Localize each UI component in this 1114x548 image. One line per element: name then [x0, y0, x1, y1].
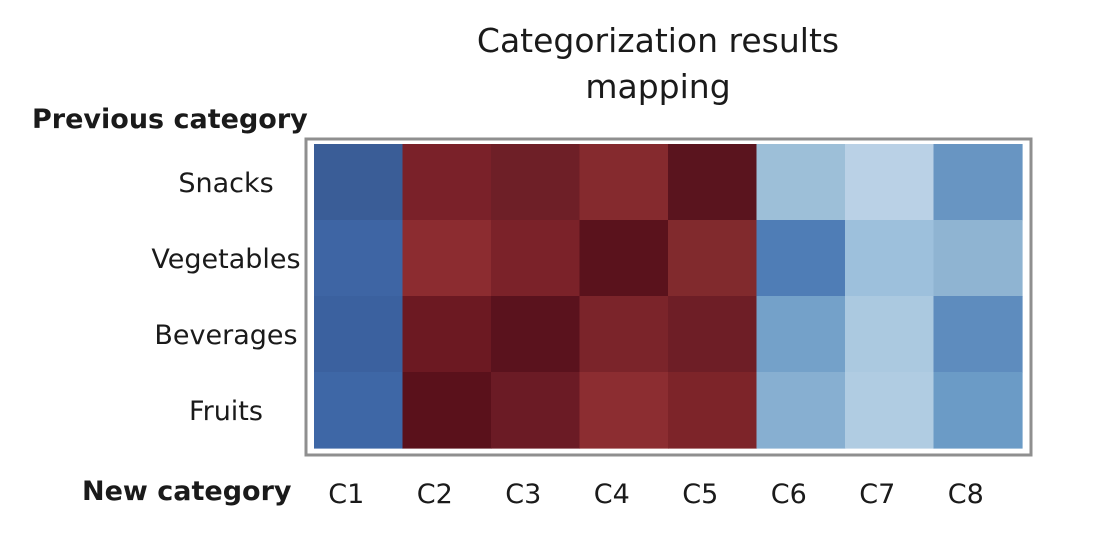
- heatmap-cell-beverages-c3: [491, 296, 581, 373]
- heatmap-cell-snacks-c2: [402, 144, 492, 221]
- heatmap-cell-fruits-c5: [668, 372, 758, 449]
- row-label-vegetables: Vegetables: [151, 244, 300, 275]
- y-axis-title: Previous category: [32, 104, 308, 135]
- column-label-c8: C8: [948, 479, 984, 510]
- heatmap-cell-fruits-c1: [314, 372, 404, 449]
- column-label-c4: C4: [594, 479, 630, 510]
- heatmap-cell-fruits-c8: [933, 372, 1023, 449]
- heatmap-cell-beverages-c8: [933, 296, 1023, 373]
- heatmap-cell-beverages-c7: [845, 296, 935, 373]
- heatmap-cell-vegetables-c5: [668, 220, 758, 297]
- heatmap-cell-snacks-c6: [756, 144, 846, 221]
- heatmap-cell-vegetables-c3: [491, 220, 581, 297]
- heatmap-cell-fruits-c3: [491, 372, 581, 449]
- heatmap-cell-fruits-c2: [402, 372, 492, 449]
- heatmap-cell-vegetables-c1: [314, 220, 404, 297]
- heatmap-cell-snacks-c3: [491, 144, 581, 221]
- heatmap-cell-fruits-c7: [845, 372, 935, 449]
- heatmap-cell-snacks-c7: [845, 144, 935, 221]
- row-label-beverages: Beverages: [154, 320, 297, 351]
- chart-title-line-1: Categorization results: [476, 21, 840, 60]
- column-label-c2: C2: [417, 479, 453, 510]
- heatmap-cell-beverages-c1: [314, 296, 404, 373]
- heatmap-cell-beverages-c4: [579, 296, 669, 373]
- chart-title-line-2: mapping: [585, 67, 731, 106]
- column-label-c7: C7: [859, 479, 895, 510]
- heatmap-cell-vegetables-c6: [756, 220, 846, 297]
- heatmap-cell-vegetables-c7: [845, 220, 935, 297]
- heatmap-cell-beverages-c2: [402, 296, 492, 373]
- heatmap-cell-fruits-c4: [579, 372, 669, 449]
- row-label-fruits: Fruits: [189, 396, 263, 427]
- heatmap-cell-snacks-c5: [668, 144, 758, 221]
- heatmap-cell-snacks-c1: [314, 144, 404, 221]
- column-label-c6: C6: [771, 479, 807, 510]
- heatmap-frame: [304, 137, 1033, 457]
- heatmap-cell-beverages-c6: [756, 296, 846, 373]
- column-label-c3: C3: [505, 479, 541, 510]
- heatmap-cell-beverages-c5: [668, 296, 758, 373]
- heatmap-cell-fruits-c6: [756, 372, 846, 449]
- heatmap-cell-snacks-c4: [579, 144, 669, 221]
- column-label-c5: C5: [682, 479, 718, 510]
- heatmap-cell-vegetables-c2: [402, 220, 492, 297]
- column-label-c1: C1: [328, 479, 364, 510]
- heatmap-cell-vegetables-c4: [579, 220, 669, 297]
- row-label-snacks: Snacks: [178, 168, 273, 199]
- x-axis-title: New category: [82, 476, 292, 507]
- heatmap-cell-vegetables-c8: [933, 220, 1023, 297]
- heatmap-cell-snacks-c8: [933, 144, 1023, 221]
